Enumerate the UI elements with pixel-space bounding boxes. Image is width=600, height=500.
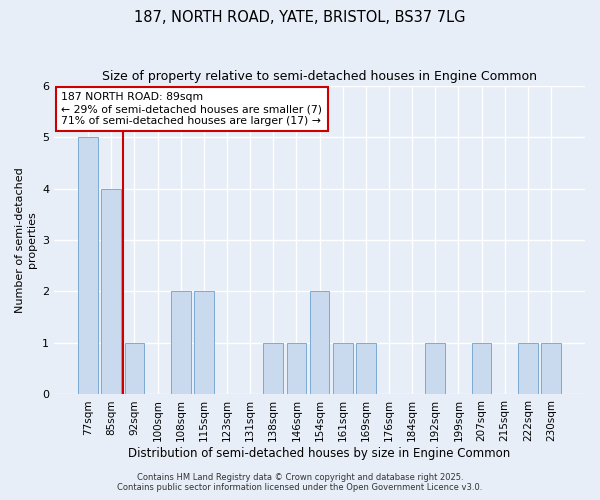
Bar — [472, 343, 491, 394]
Bar — [171, 292, 191, 395]
Bar — [287, 343, 306, 394]
X-axis label: Distribution of semi-detached houses by size in Engine Common: Distribution of semi-detached houses by … — [128, 447, 511, 460]
Bar — [78, 137, 98, 394]
Y-axis label: Number of semi-detached
properties: Number of semi-detached properties — [15, 167, 37, 313]
Bar — [541, 343, 561, 394]
Bar — [425, 343, 445, 394]
Bar — [194, 292, 214, 395]
Text: Contains HM Land Registry data © Crown copyright and database right 2025.
Contai: Contains HM Land Registry data © Crown c… — [118, 473, 482, 492]
Bar — [333, 343, 353, 394]
Title: Size of property relative to semi-detached houses in Engine Common: Size of property relative to semi-detach… — [102, 70, 537, 83]
Bar — [518, 343, 538, 394]
Bar — [101, 188, 121, 394]
Bar — [356, 343, 376, 394]
Bar — [263, 343, 283, 394]
Text: 187 NORTH ROAD: 89sqm
← 29% of semi-detached houses are smaller (7)
71% of semi-: 187 NORTH ROAD: 89sqm ← 29% of semi-deta… — [61, 92, 322, 126]
Bar — [125, 343, 144, 394]
Text: 187, NORTH ROAD, YATE, BRISTOL, BS37 7LG: 187, NORTH ROAD, YATE, BRISTOL, BS37 7LG — [134, 10, 466, 25]
Bar — [310, 292, 329, 395]
